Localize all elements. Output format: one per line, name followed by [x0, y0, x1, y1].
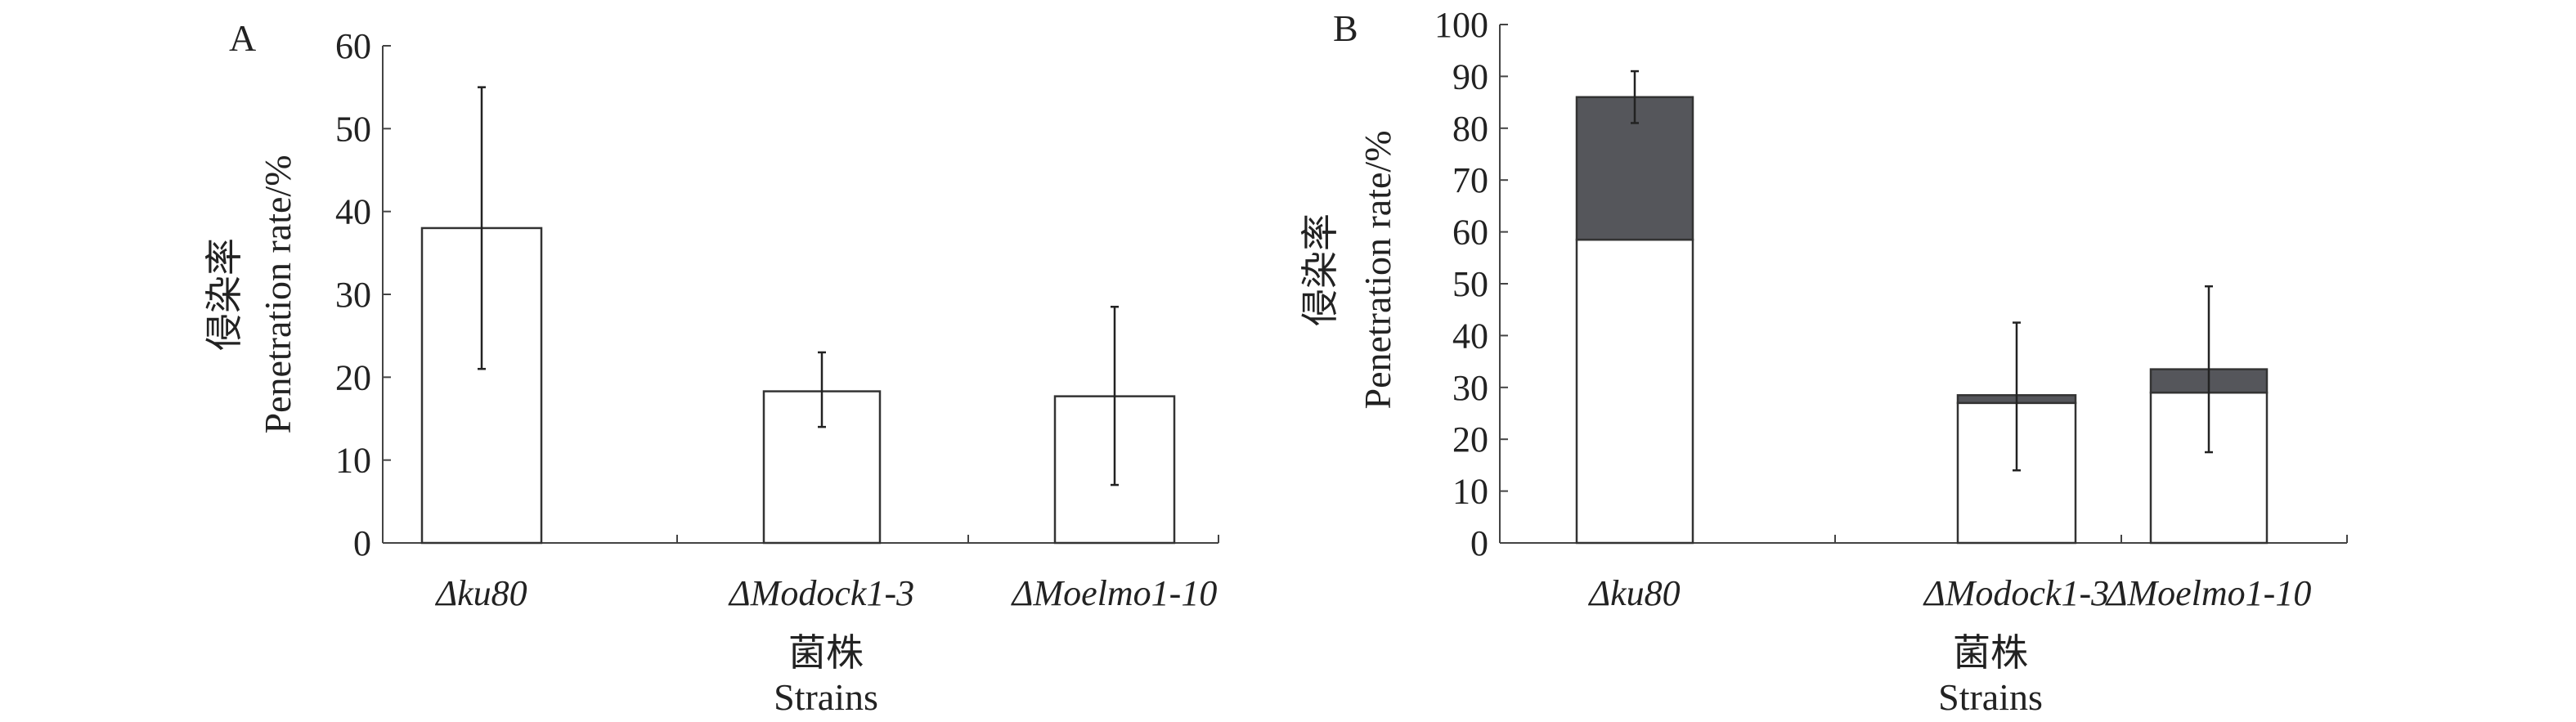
y-tick-label: 40	[1452, 316, 1488, 356]
y-tick-label: 20	[1452, 419, 1488, 460]
y-tick-label: 10	[335, 441, 371, 481]
y-tick-label: 0	[353, 523, 371, 563]
y-tick-label: 20	[335, 357, 371, 397]
y-axis-label-cn: 侵染率	[1299, 213, 1341, 326]
x-tick-label: Δku80	[434, 573, 527, 613]
y-tick-label: 50	[335, 109, 371, 149]
y-axis-label-cn: 侵染率	[204, 238, 245, 351]
y-tick-label: 30	[1452, 368, 1488, 408]
y-tick-label: 10	[1452, 472, 1488, 512]
x-axis-label: Strains	[774, 676, 878, 718]
y-axis-label: Penetration rate/%	[1357, 130, 1398, 409]
y-tick-label: 60	[335, 26, 371, 66]
x-tick-label: ΔMoelmo1-10	[1011, 573, 1218, 613]
y-tick-label: 80	[1452, 109, 1488, 149]
x-tick-label: ΔMoelmo1-10	[2105, 573, 2312, 613]
y-tick-label: 70	[1452, 160, 1488, 200]
y-tick-label: 30	[335, 275, 371, 315]
bar-lower	[1575, 238, 1694, 545]
y-tick-label: 40	[335, 192, 371, 232]
x-tick-label: Δku80	[1587, 573, 1680, 613]
x-axis-label-cn: 菌株	[788, 632, 864, 674]
y-tick-label: 60	[1452, 213, 1488, 253]
y-tick-label: 50	[1452, 264, 1488, 304]
x-axis-label-cn: 菌株	[1953, 632, 2028, 674]
x-axis-label: Strains	[1938, 676, 2043, 718]
y-axis-label: Penetration rate/%	[257, 155, 298, 433]
x-tick-label: ΔModock1-3	[728, 573, 914, 613]
y-tick-label: 100	[1434, 5, 1488, 45]
y-tick-label: 0	[1470, 523, 1488, 563]
y-tick-label: 90	[1452, 56, 1488, 96]
panel-letter: B	[1333, 7, 1358, 49]
panel-letter: A	[229, 17, 256, 59]
x-tick-label: ΔModock1-3	[1923, 573, 2109, 613]
